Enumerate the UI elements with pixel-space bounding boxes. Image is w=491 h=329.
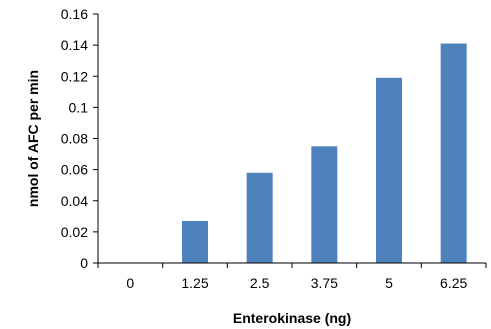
y-tick-label: 0.16	[61, 6, 88, 22]
y-tick-label: 0.1	[69, 99, 89, 115]
y-tick-label: 0	[80, 255, 88, 271]
x-tick-label: 6.25	[440, 275, 467, 291]
y-tick-label: 0.14	[61, 37, 88, 53]
y-tick-label: 0.02	[61, 224, 88, 240]
x-tick-label: 5	[385, 275, 393, 291]
bars	[182, 43, 467, 264]
x-axis-title: Enterokinase (ng)	[233, 310, 351, 326]
bar	[182, 220, 208, 263]
bar	[246, 172, 273, 263]
y-axis-title: nmol of AFC per min	[25, 70, 41, 207]
y-tick-label: 0.08	[61, 131, 88, 147]
x-tick-label: 2.5	[250, 275, 270, 291]
y-tick-label: 0.04	[61, 193, 88, 209]
y-tick-label: 0.06	[61, 162, 88, 178]
bar	[440, 43, 467, 263]
bar	[376, 77, 402, 264]
x-tick-label: 1.25	[181, 275, 208, 291]
y-axis-ticks: 0 0.02 0.04 0.06 0.08 0.1 0.12 0.14 0.16	[61, 6, 98, 271]
x-tick-label: 3.75	[311, 275, 338, 291]
y-tick-label: 0.12	[61, 68, 88, 84]
x-axis-ticks: 0 1.25 2.5 3.75 5 6.25	[97, 263, 487, 291]
x-tick-label: 0	[126, 275, 134, 291]
bar	[311, 146, 338, 263]
